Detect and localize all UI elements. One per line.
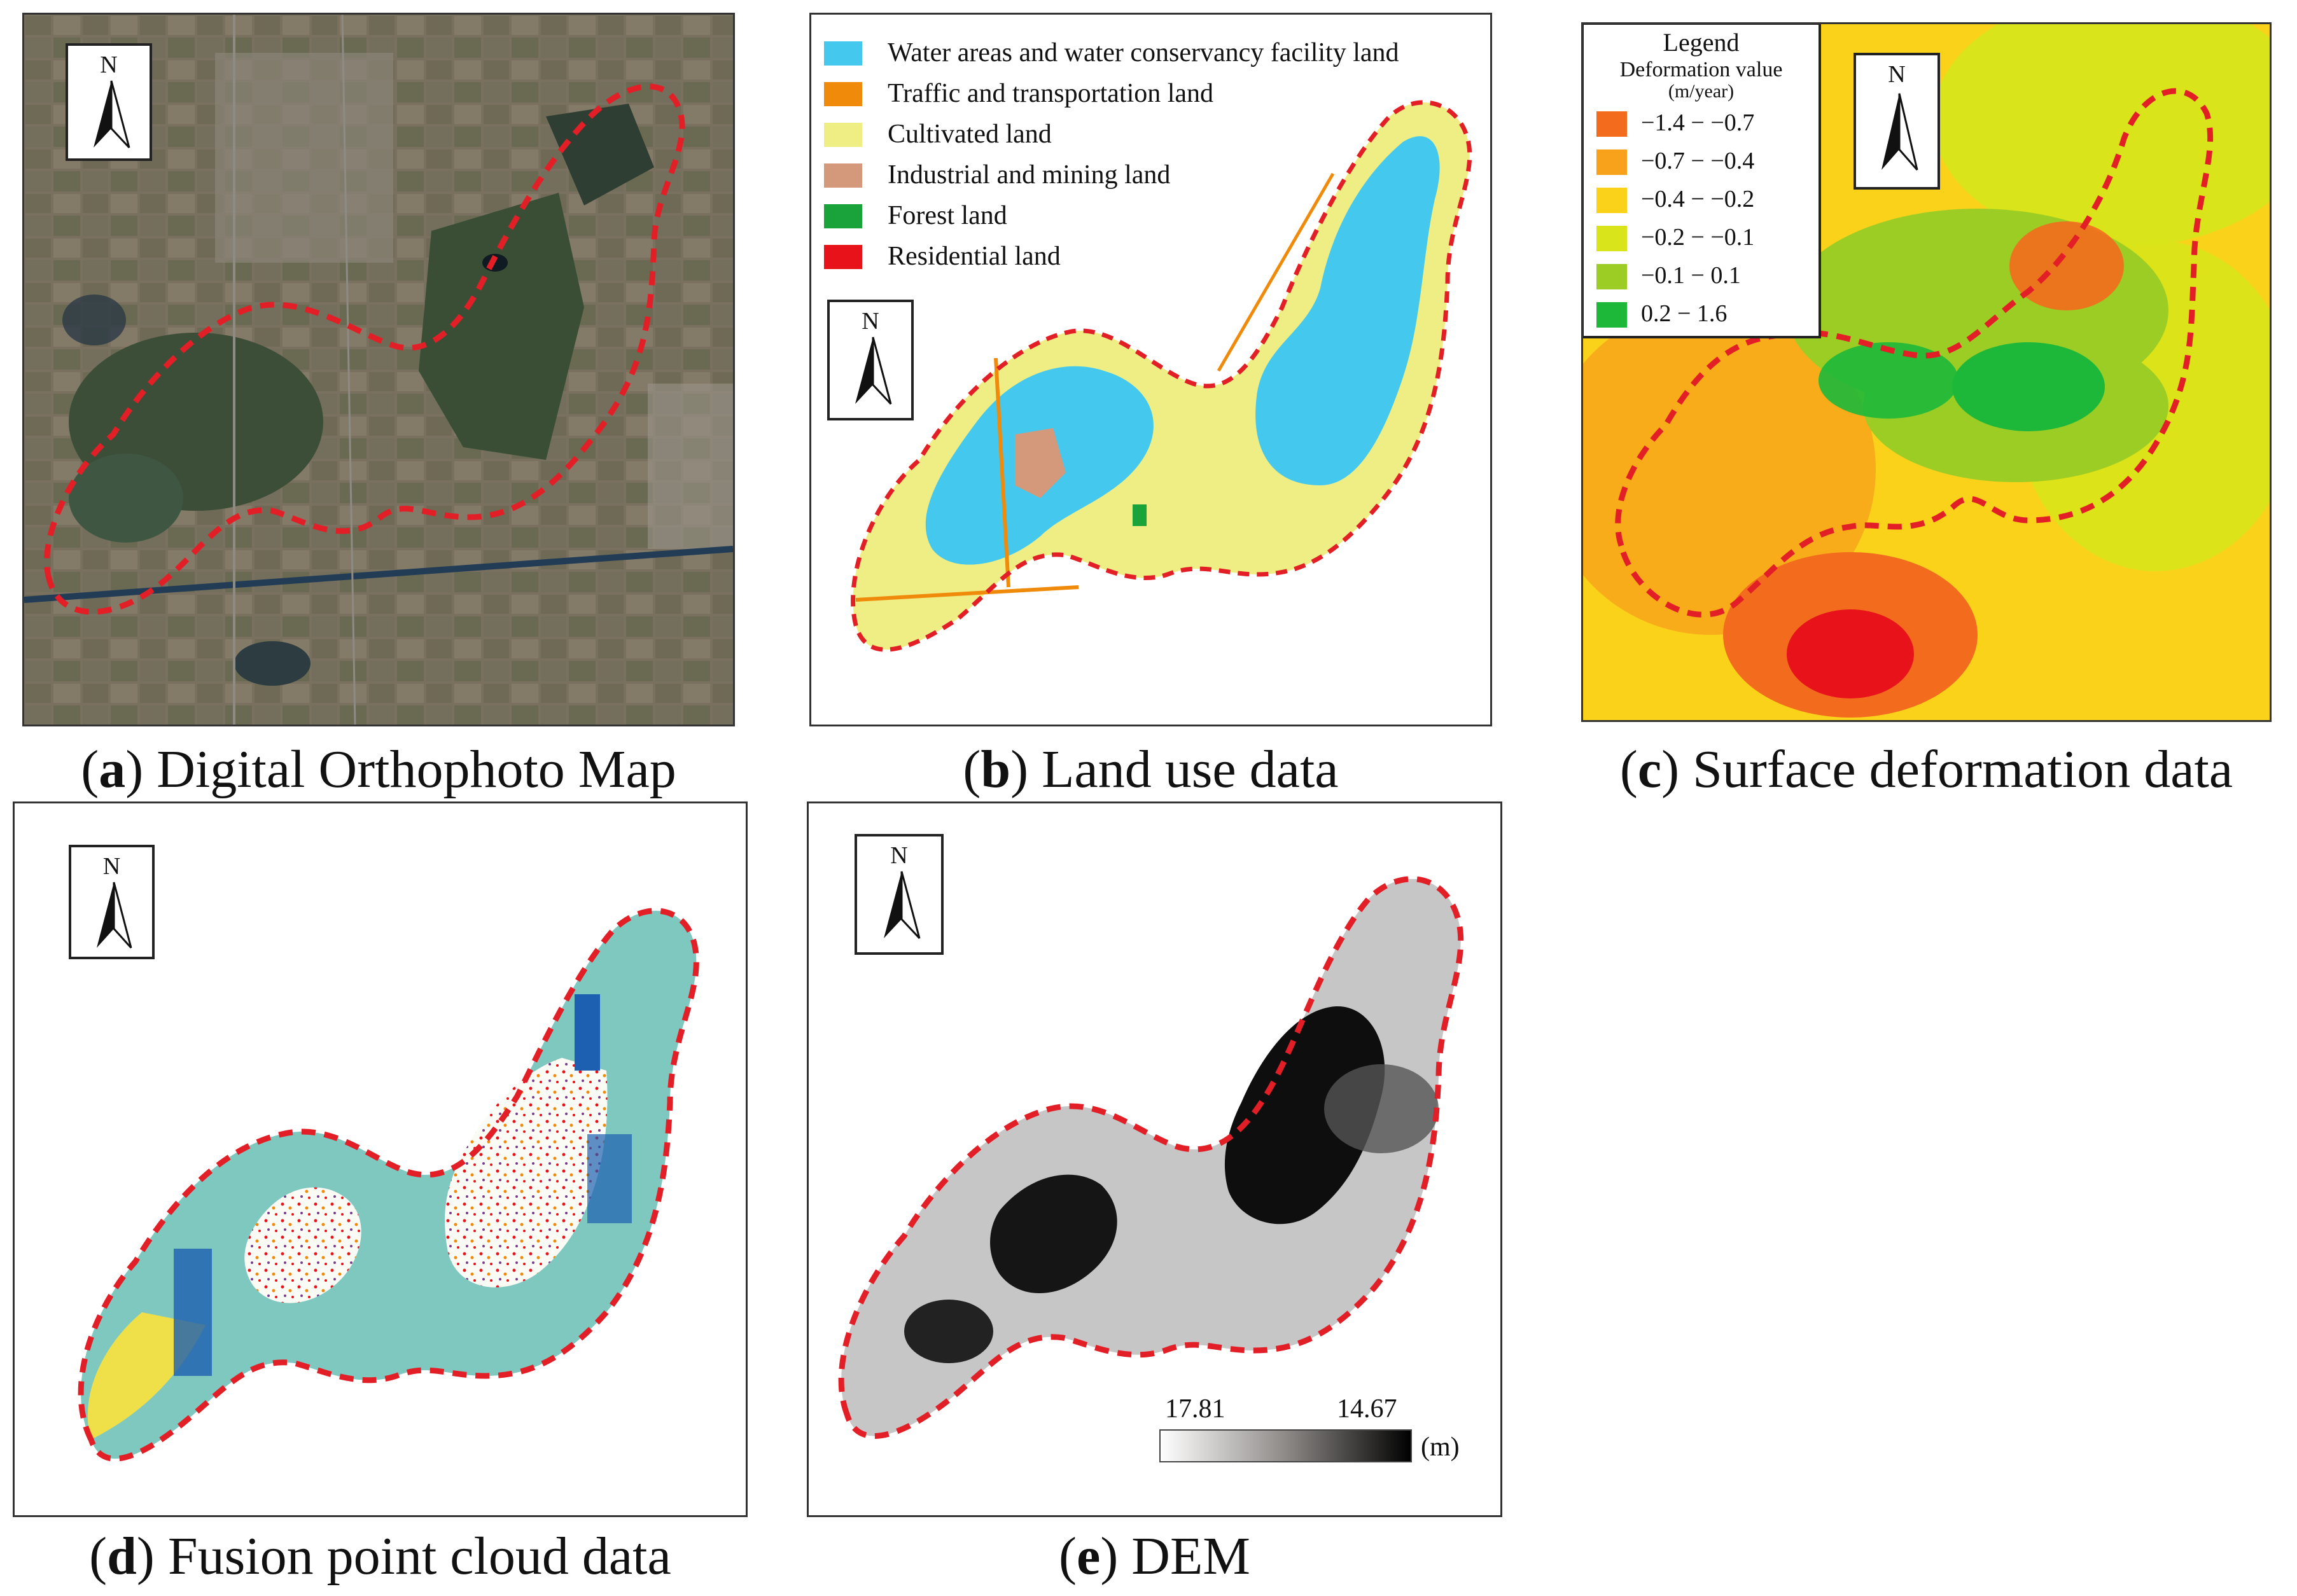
legend-swatch <box>1596 188 1627 213</box>
industrial-land <box>1015 428 1066 498</box>
north-arrow-icon <box>1882 93 1918 170</box>
water-points-east <box>445 1058 608 1287</box>
legend-swatch <box>824 245 862 269</box>
dem-low-east <box>1224 1006 1385 1225</box>
legend-swatch <box>824 163 862 188</box>
north-label: N <box>862 308 879 335</box>
legend-swatch <box>1596 226 1627 251</box>
study-area-boundary <box>838 876 1464 1439</box>
caption-e: (e) DEM <box>1059 1527 1250 1586</box>
panel-deformation: Legend Deformation value (m/year) −1.4 −… <box>1581 22 2272 722</box>
caption-c: (c) Surface deformation data <box>1619 740 2233 799</box>
deformation-map <box>1583 24 2270 720</box>
caption-b: (b) Land use data <box>963 740 1339 799</box>
legend-subtitle: Deformation value <box>1619 58 1783 81</box>
legend-swatch <box>1596 149 1627 175</box>
north-arrow: N <box>827 300 914 420</box>
legend-title: Legend <box>1663 28 1740 57</box>
legend-swatch <box>1596 264 1627 289</box>
panel-land-use: Water areas and water conservancy facili… <box>809 13 1492 726</box>
study-area-boundary <box>78 908 699 1462</box>
north-arrow: N <box>1854 53 1940 190</box>
forest-land <box>1133 504 1147 526</box>
study-area-fill <box>81 910 697 1459</box>
dem-scale-unit: (m) <box>1421 1433 1460 1462</box>
legend-swatch <box>824 204 862 228</box>
north-arrow-icon <box>94 80 130 149</box>
north-label: N <box>890 842 908 869</box>
land-use-map <box>851 100 1472 652</box>
north-arrow: N <box>855 834 944 955</box>
study-area-boundary <box>851 100 1472 652</box>
legend-swatch <box>1596 302 1627 328</box>
caption-d: (d) Fusion point cloud data <box>89 1527 671 1586</box>
caption-a: (a) Digital Orthophoto Map <box>81 740 676 799</box>
panel-orthophoto: N <box>22 13 735 726</box>
north-arrow: N <box>69 845 155 959</box>
north-arrow-icon <box>855 337 892 405</box>
panel-dem: N 17.81 14.67 (m) <box>807 801 1502 1517</box>
dem-low-west <box>990 1174 1117 1293</box>
water-area-east <box>1255 136 1440 486</box>
legend-swatch <box>824 123 862 147</box>
dem-color-ramp <box>1159 1429 1412 1462</box>
legend-unit: (m/year) <box>1668 81 1735 102</box>
dem-map <box>838 876 1464 1462</box>
north-arrow-icon <box>884 871 921 940</box>
water-points-west <box>244 1187 361 1303</box>
panel-point-cloud: N <box>13 801 748 1517</box>
deformation-legend: Legend Deformation value (m/year) −1.4 −… <box>1583 24 1821 338</box>
dem-scale-low: 14.67 <box>1337 1394 1397 1424</box>
north-label: N <box>100 52 118 78</box>
legend-swatch <box>1596 111 1627 137</box>
north-label: N <box>102 853 121 880</box>
dem-scale-high: 17.81 <box>1165 1394 1225 1424</box>
north-arrow-icon <box>97 882 132 949</box>
village-area <box>215 53 393 263</box>
legend-swatch <box>824 41 862 66</box>
legend-swatch <box>824 82 862 106</box>
north-label: N <box>1888 61 1906 88</box>
orthophoto-image <box>24 15 733 725</box>
north-arrow: N <box>66 43 152 161</box>
point-cloud-map <box>78 908 699 1462</box>
